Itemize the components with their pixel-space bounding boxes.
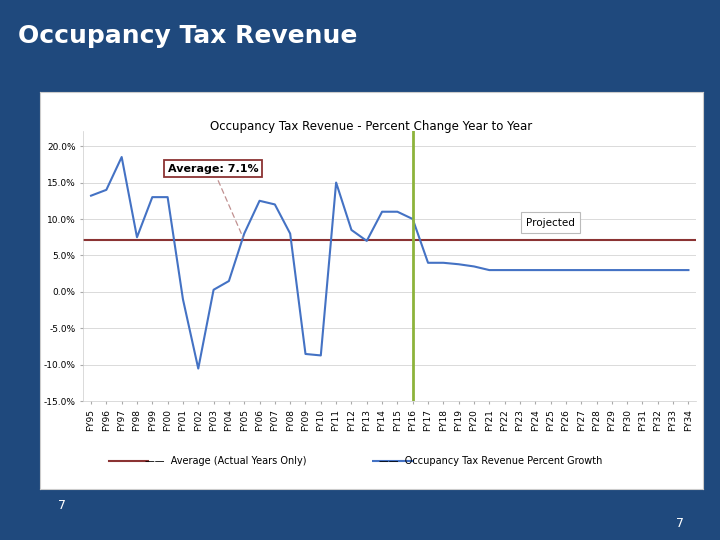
Text: Projected: Projected xyxy=(526,218,575,228)
Text: Occupancy Tax Revenue - Percent Change Year to Year: Occupancy Tax Revenue - Percent Change Y… xyxy=(210,119,533,133)
Text: Occupancy Tax Revenue: Occupancy Tax Revenue xyxy=(18,24,357,48)
Text: 7: 7 xyxy=(676,517,684,530)
Text: ——  Average (Actual Years Only): —— Average (Actual Years Only) xyxy=(145,456,307,466)
Text: Average: 7.1%: Average: 7.1% xyxy=(168,164,258,238)
Text: ——  Occupancy Tax Revenue Percent Growth: —— Occupancy Tax Revenue Percent Growth xyxy=(379,456,603,466)
Text: 7: 7 xyxy=(58,499,66,512)
